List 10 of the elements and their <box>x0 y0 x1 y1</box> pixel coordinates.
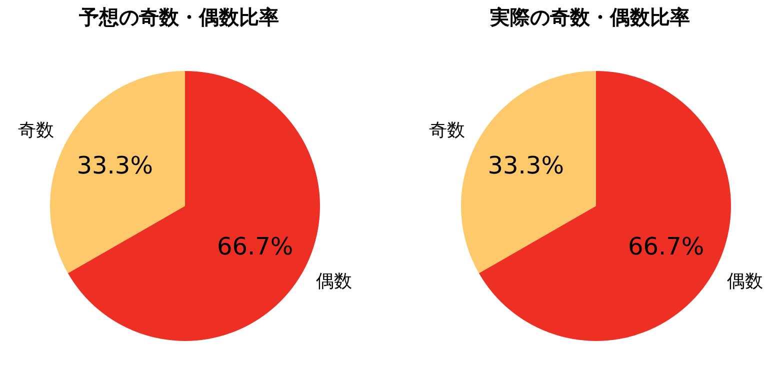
slice-label: 偶数 <box>726 271 763 292</box>
slice-label: 偶数 <box>316 271 352 292</box>
data-label: 33.3% <box>488 151 564 180</box>
data-label: 66.7% <box>216 232 294 261</box>
chart-title: 実際の奇数・偶数比率 <box>489 4 691 31</box>
chart-title: 予想の奇数・偶数比率 <box>78 4 280 31</box>
data-label: 33.3% <box>76 151 154 180</box>
slice-label: 奇数 <box>18 120 54 141</box>
slice-label: 奇数 <box>429 120 466 141</box>
data-label: 66.7% <box>628 232 704 261</box>
